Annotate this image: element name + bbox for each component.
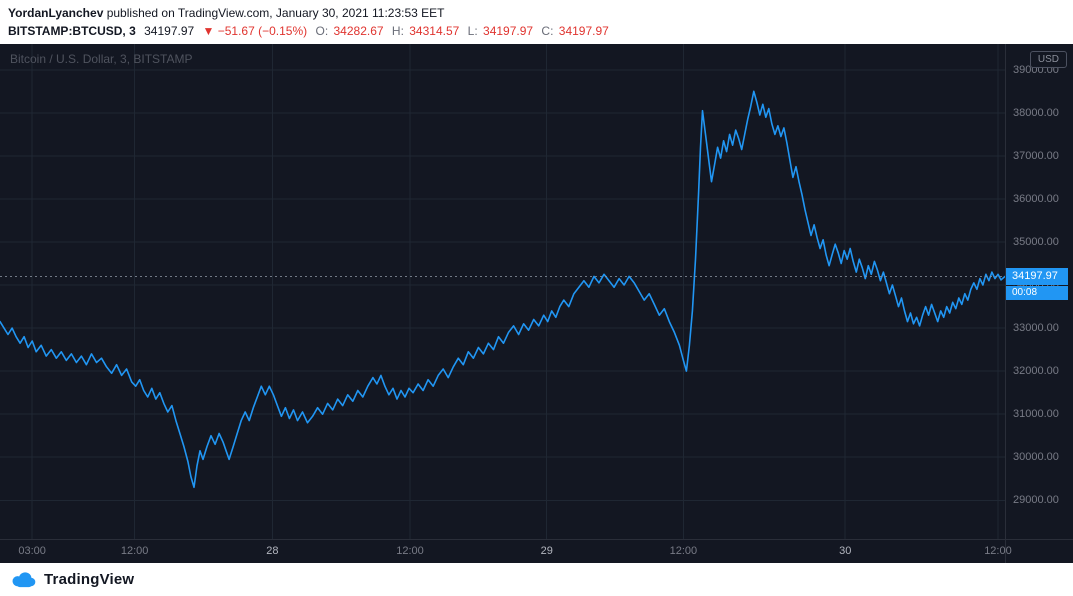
price-tick-label: 38000.00: [1013, 106, 1059, 119]
price-tick-label: 29000.00: [1013, 494, 1059, 507]
price-chart: Bitcoin / U.S. Dollar, 3, BITSTAMP USD 3…: [0, 44, 1073, 563]
price-tick-label: 30000.00: [1013, 451, 1059, 464]
author-name: YordanLyanchev: [8, 6, 104, 20]
price-line-series: [0, 90, 1005, 489]
currency-toggle-button[interactable]: USD: [1029, 51, 1067, 68]
time-tick-label: 30: [839, 545, 852, 557]
chart-watermark: Bitcoin / U.S. Dollar, 3, BITSTAMP: [10, 52, 193, 66]
time-tick-label: 12:00: [120, 545, 149, 557]
byline-text: published on TradingView.com, January 30…: [103, 6, 445, 20]
last-price-value: 34197.97: [144, 24, 195, 38]
tradingview-footer: TradingView: [0, 563, 1073, 596]
publish-header: YordanLyanchev published on TradingView.…: [0, 0, 1073, 44]
close-label: C:: [541, 24, 554, 38]
high-label: H:: [391, 24, 404, 38]
open-value: 34282.67: [333, 24, 384, 38]
axis-corner: [1005, 540, 1073, 563]
tradingview-cloud-logo-icon: [12, 572, 36, 588]
high-value: 34314.57: [409, 24, 460, 38]
last-price-marker: 34197.97 00:08: [1006, 267, 1068, 300]
quote-line: BITSTAMP:BTCUSD, 3 34197.97 ▼ −51.67 (−0…: [8, 22, 1065, 40]
price-tick-label: 35000.00: [1013, 236, 1059, 248]
close-value: 34197.97: [558, 24, 609, 38]
low-value: 34197.97: [483, 24, 534, 38]
time-tick-label: 28: [266, 545, 279, 557]
open-label: O:: [315, 24, 329, 38]
symbol-label: BITSTAMP:BTCUSD, 3: [8, 24, 136, 38]
time-axis[interactable]: 03:00 12:00 28 12:00 29 12:00 30 12:00: [0, 540, 1011, 563]
price-tick-label: 33000.00: [1013, 322, 1059, 335]
time-tick-label: 03:00: [18, 545, 46, 557]
price-axis[interactable]: USD 34197.97 00:08 39000.00 38000.00 37000…: [1005, 44, 1073, 539]
byline: YordanLyanchev published on TradingView.…: [8, 5, 1065, 22]
tradingview-brand-link[interactable]: TradingView: [44, 571, 135, 588]
chart-plot-area[interactable]: Bitcoin / U.S. Dollar, 3, BITSTAMP: [0, 44, 1005, 539]
time-tick-label: 12:00: [984, 545, 1012, 557]
price-line-chart: [0, 44, 1005, 539]
time-tick-label: 12:00: [396, 545, 424, 557]
price-change: ▼ −51.67 (−0.15%): [202, 24, 308, 38]
time-tick-label: 29: [540, 545, 553, 557]
price-tick-label: 31000.00: [1013, 408, 1059, 421]
bar-countdown: 00:08: [1006, 285, 1068, 300]
price-tick-label: 37000.00: [1013, 149, 1059, 162]
last-price-label: 34197.97: [1006, 267, 1068, 285]
time-tick-label: 12:00: [669, 545, 698, 557]
price-tick-label: 32000.00: [1013, 365, 1059, 378]
low-label: L:: [467, 24, 478, 38]
price-tick-label: 36000.00: [1013, 192, 1059, 205]
